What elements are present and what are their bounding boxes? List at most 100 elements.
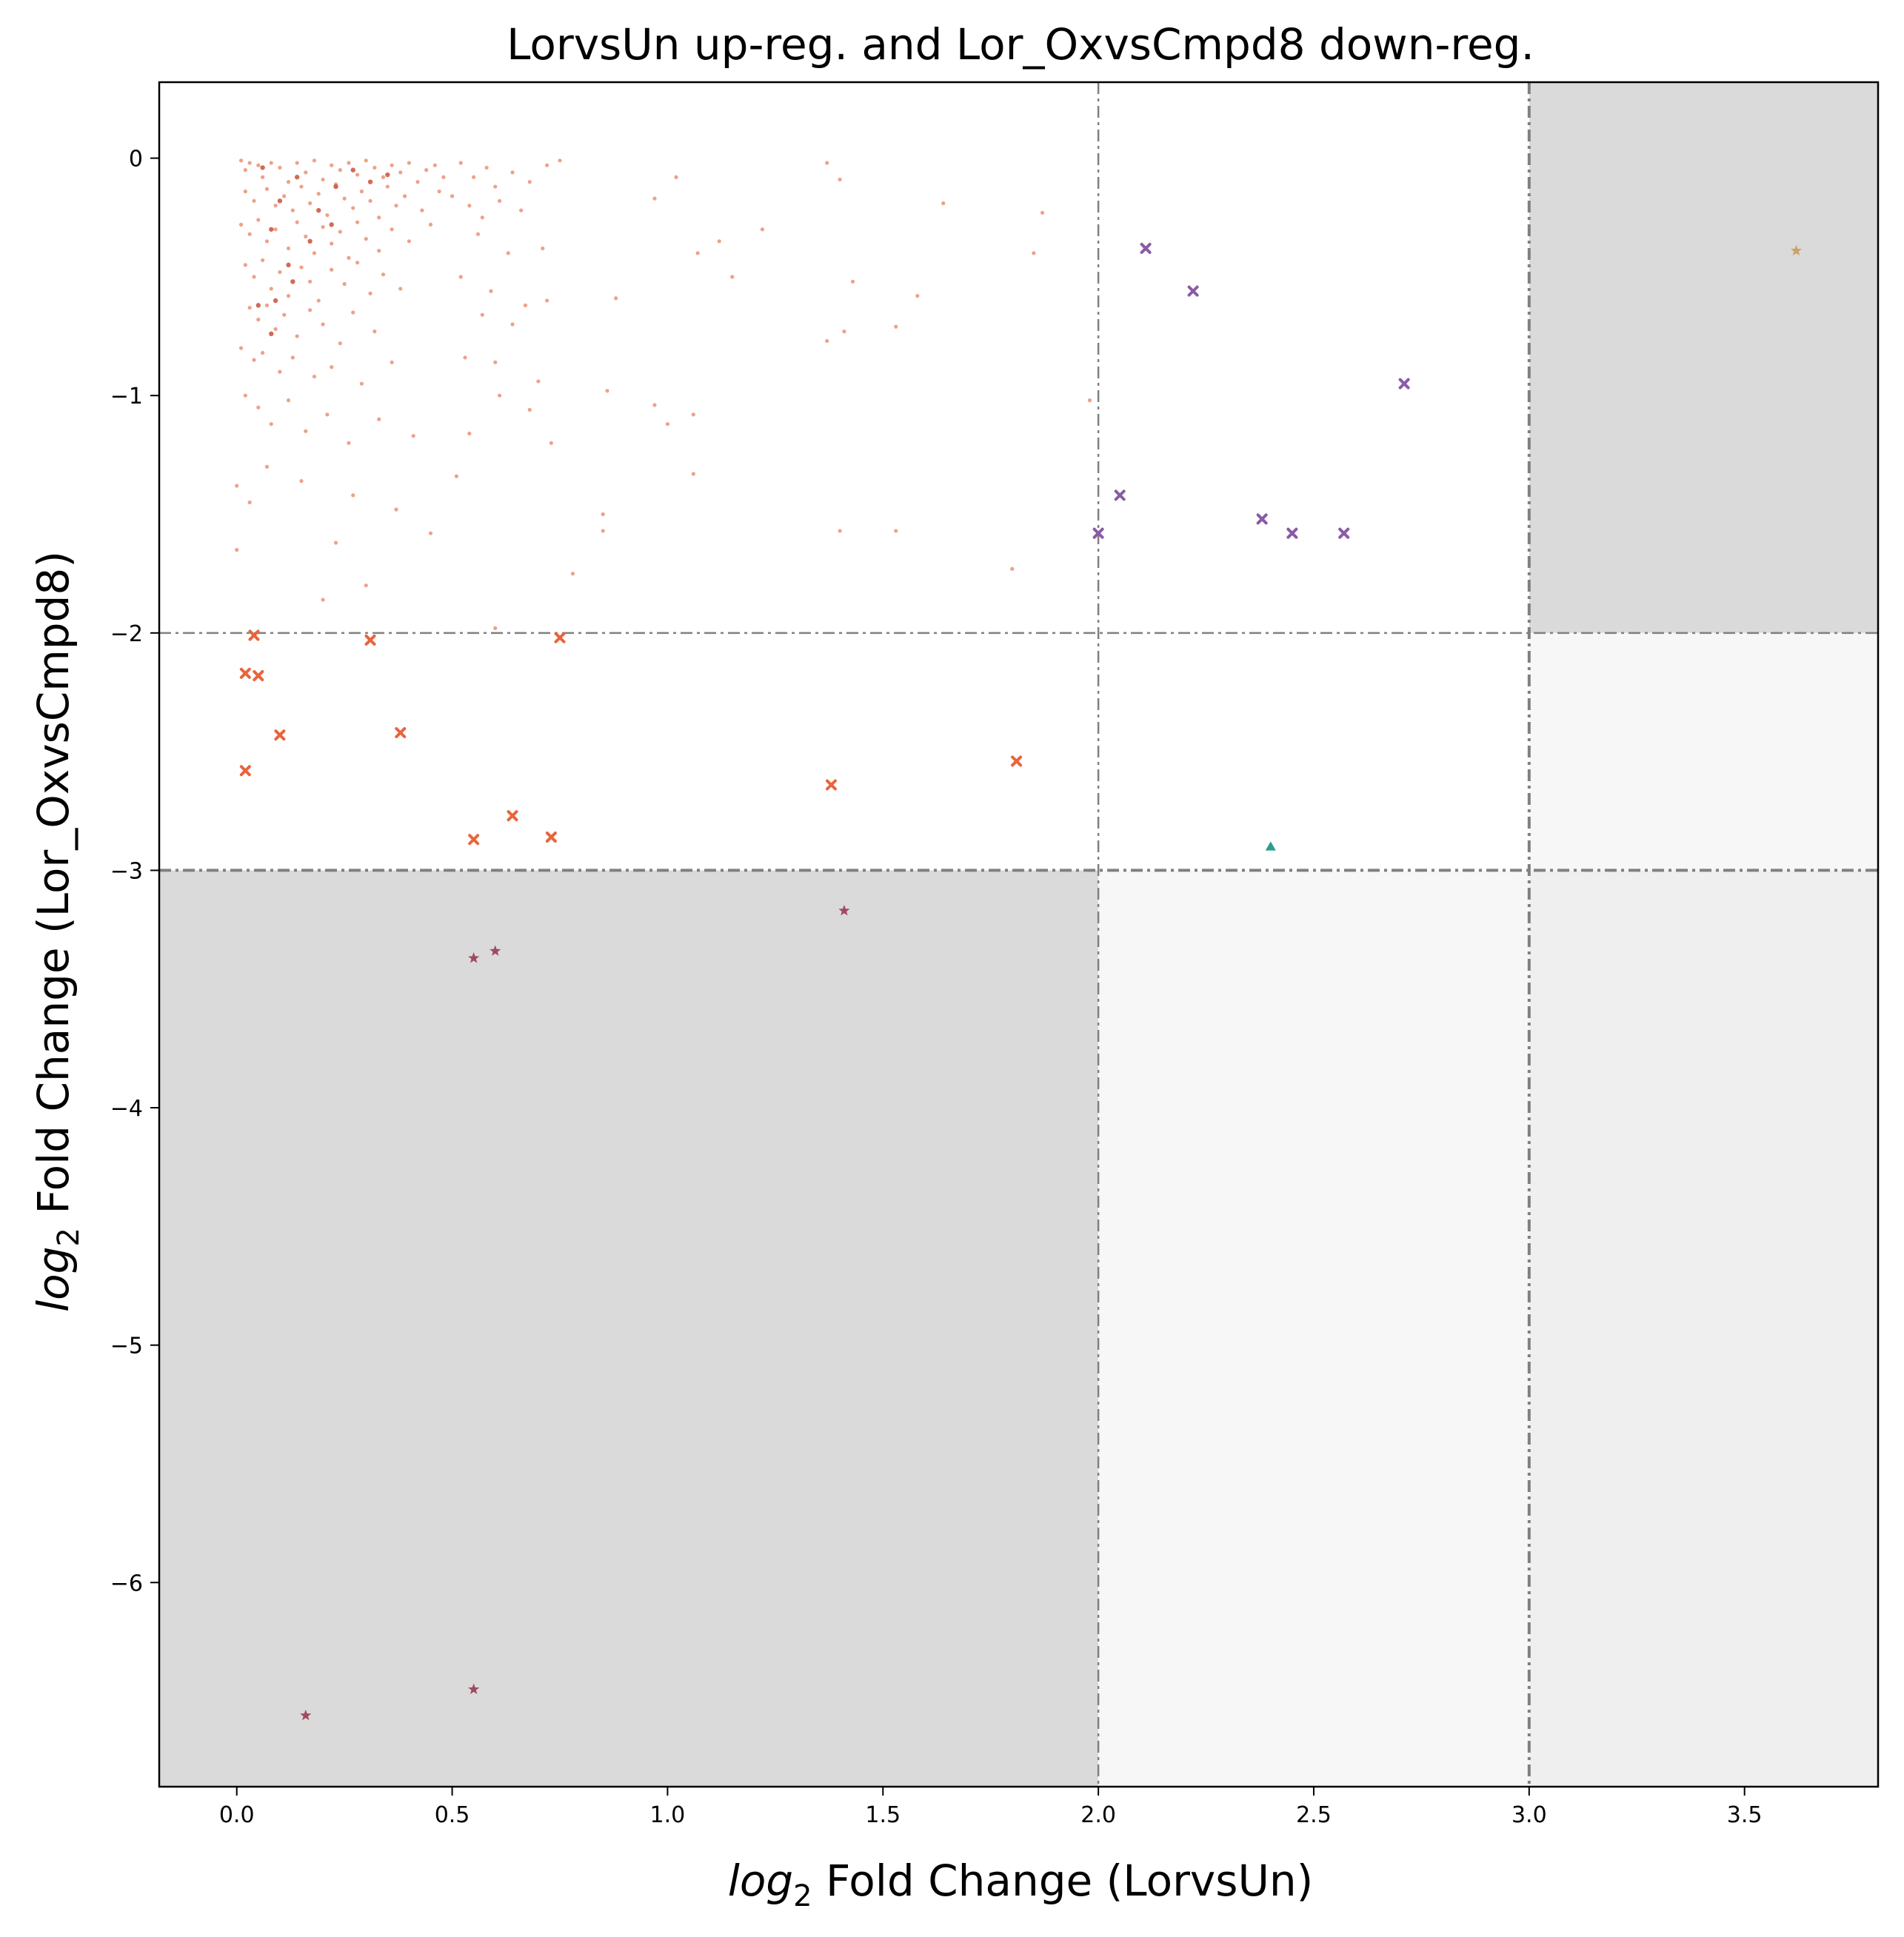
data-point [355, 261, 360, 265]
data-point [428, 531, 433, 535]
data-point [484, 165, 489, 170]
data-point [691, 472, 695, 476]
shaded-region [159, 870, 1099, 1787]
x-tick-label: 0.0 [219, 1802, 255, 1828]
data-point [558, 158, 562, 163]
data-point-x [1140, 242, 1152, 254]
data-point [247, 232, 252, 236]
data-point [605, 389, 609, 393]
shaded-region [1529, 82, 1878, 633]
data-point-x [395, 726, 407, 738]
data-point [260, 165, 265, 170]
data-point [1010, 566, 1015, 571]
data-point [256, 218, 261, 222]
data-point [304, 429, 308, 433]
data-point-x [545, 832, 557, 843]
x-axis-label-text: Fold Change (LorvsUn) [812, 1856, 1314, 1906]
y-tick-label: −3 [110, 858, 143, 884]
data-point [295, 334, 299, 338]
data-point [307, 279, 313, 284]
data-point [510, 322, 515, 327]
data-point [390, 360, 394, 364]
data-point [330, 241, 334, 246]
data-point [364, 237, 368, 241]
data-point-x [1114, 489, 1126, 501]
data-point [941, 201, 946, 206]
data-point [368, 291, 373, 295]
y-axis-ticks: 0 −1 −2 −3 −4 −5 −6 [110, 147, 159, 1596]
x-axis-ticks: 0.0 0.5 1.0 1.5 2.0 2.5 3.0 3.5 [219, 1787, 1763, 1828]
x-tick-label: 2.5 [1296, 1802, 1332, 1828]
data-point-x [468, 834, 480, 846]
data-point-x [1338, 527, 1350, 539]
data-point [295, 220, 299, 224]
y-axis-label-subscript: 2 [52, 1228, 86, 1246]
data-point [359, 189, 364, 194]
data-point [385, 172, 390, 178]
data-point [437, 189, 441, 194]
y-tick-label: −5 [110, 1334, 143, 1359]
data-point [255, 303, 261, 308]
data-point [454, 474, 458, 478]
data-point-x [364, 634, 376, 646]
data-point [235, 484, 239, 488]
data-point-x [507, 810, 518, 822]
data-point [842, 329, 846, 334]
data-point [493, 184, 498, 189]
data-point [351, 310, 355, 315]
data-point [252, 275, 256, 279]
threshold-lines [159, 82, 1878, 1787]
data-point [506, 251, 510, 255]
data-point [472, 175, 476, 179]
data-point [286, 293, 291, 298]
data-point [295, 161, 299, 165]
data-point [307, 238, 313, 244]
data-point [493, 360, 498, 364]
data-point [321, 224, 325, 230]
data-point [264, 464, 270, 469]
data-point [338, 341, 342, 346]
data-point [278, 270, 282, 275]
data-point [351, 493, 355, 498]
data-point [402, 194, 407, 198]
data-point [1032, 251, 1036, 255]
data-point [355, 220, 360, 224]
x-tick-label: 3.5 [1727, 1802, 1763, 1828]
data-point [825, 338, 829, 344]
data-point [480, 312, 484, 317]
data-point-x [248, 629, 260, 641]
data-point [838, 529, 842, 533]
data-point [424, 168, 429, 173]
data-point [489, 289, 493, 293]
data-point [329, 222, 334, 227]
data-point [321, 322, 325, 327]
data-point [286, 398, 291, 403]
data-point [256, 318, 261, 322]
data-point-x [239, 765, 251, 777]
data-point [665, 422, 670, 426]
data-point [420, 208, 424, 213]
data-point [381, 272, 386, 277]
data-point [394, 507, 398, 512]
data-point [304, 234, 308, 238]
y-tick-label: −6 [110, 1570, 143, 1596]
y-axis-label-log: log [28, 1247, 79, 1312]
data-point [307, 201, 313, 206]
data-point [264, 303, 270, 307]
data-point [333, 541, 338, 545]
data-point [467, 204, 472, 208]
shaded-region [1098, 870, 1529, 1787]
data-point [277, 198, 283, 204]
data-point [278, 369, 282, 374]
data-point [282, 312, 287, 317]
data-point [342, 196, 347, 201]
data-point [256, 405, 261, 409]
data-point [290, 355, 295, 360]
plot-frame [158, 81, 1880, 1788]
data-point [570, 572, 575, 576]
data-point-x [1011, 755, 1023, 767]
x-tick-label: 2.0 [1080, 1802, 1116, 1828]
data-point [674, 175, 678, 179]
y-axis-label: log2 Fold Change (Lor_OxvsCmpd8) [28, 551, 86, 1312]
data-point [247, 500, 252, 505]
